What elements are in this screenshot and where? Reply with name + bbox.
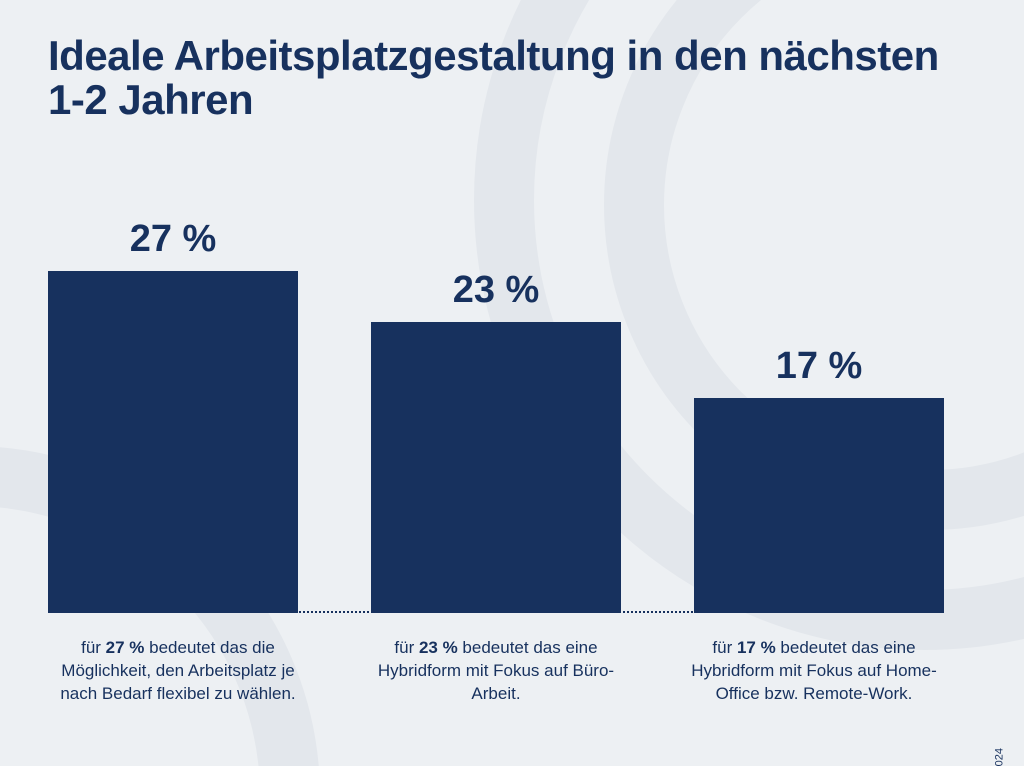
caption-bold: 23 % [419, 638, 458, 657]
chart-canvas: Ideale Arbeitsplatzgestaltung in den näc… [0, 0, 1024, 766]
bar-rect [48, 271, 298, 613]
caption-prefix: für [81, 638, 106, 657]
caption-bold: 17 % [737, 638, 776, 657]
chart-baseline [48, 611, 944, 613]
bar-slot: 23 % [371, 170, 621, 613]
bar-slot: 27 % [48, 170, 298, 613]
bar-value-label: 17 % [776, 345, 863, 388]
bar-rect [371, 322, 621, 613]
caption-bold: 27 % [106, 638, 145, 657]
source-note: Quelle: repräsentative Marketagent-Onlin… [994, 748, 1006, 766]
bar-caption: für 23 % bedeutet das eine Hybridform mi… [366, 637, 626, 706]
bar-caption: für 17 % bedeutet das eine Hybridform mi… [684, 637, 944, 706]
bar-chart: 27 % 23 % 17 % für 27 % bedeutet das die… [48, 170, 944, 706]
bar-value-label: 23 % [453, 269, 540, 312]
bar-value-label: 27 % [130, 218, 217, 261]
bars-area: 27 % 23 % 17 % [48, 170, 944, 613]
caption-prefix: für [712, 638, 737, 657]
caption-prefix: für [394, 638, 419, 657]
captions-row: für 27 % bedeutet das die Möglichkeit, d… [48, 637, 944, 706]
bar-slot: 17 % [694, 170, 944, 613]
chart-title: Ideale Arbeitsplatzgestaltung in den näc… [48, 34, 944, 122]
bar-caption: für 27 % bedeutet das die Möglichkeit, d… [48, 637, 308, 706]
bar-rect [694, 398, 944, 613]
bars-row: 27 % 23 % 17 % [48, 170, 944, 613]
